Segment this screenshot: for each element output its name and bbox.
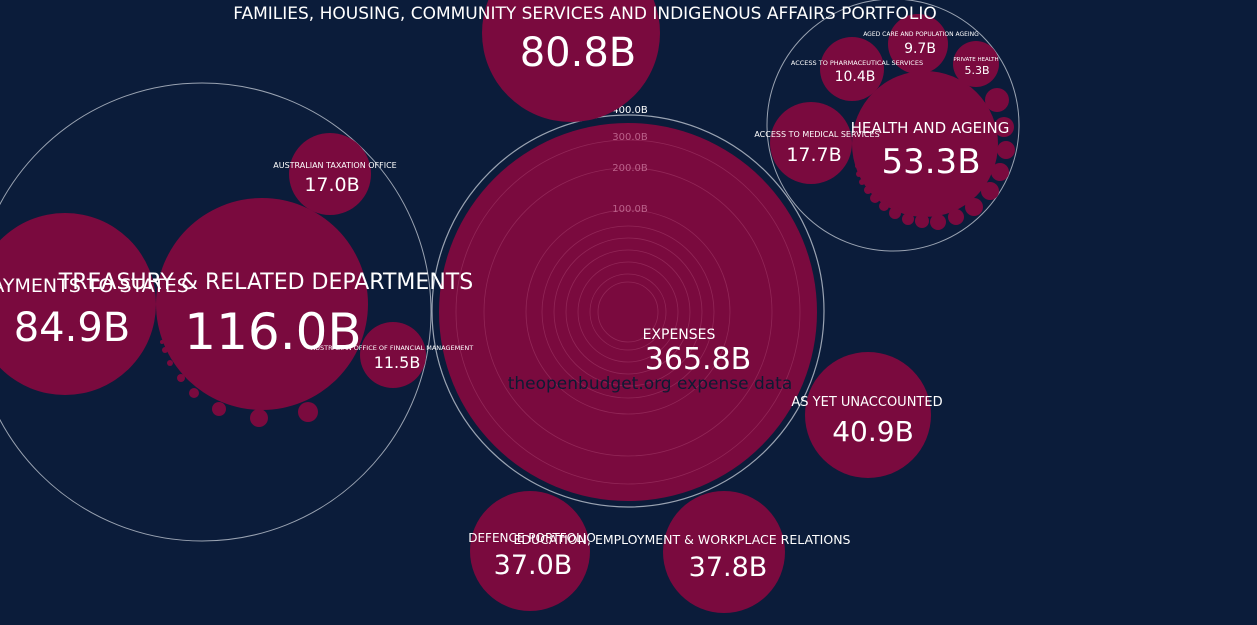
private-health-bubble[interactable] <box>953 41 999 87</box>
expenses-label: EXPENSES <box>643 327 716 343</box>
scale-ring <box>565 249 691 375</box>
states-bubble[interactable] <box>0 213 156 395</box>
minor-program-dot[interactable] <box>870 193 880 203</box>
minor-program-dot[interactable] <box>162 347 168 353</box>
defence-value: 37.0B <box>494 550 573 581</box>
states-label: PAYMENTS TO STATES <box>0 275 189 297</box>
minor-program-dot[interactable] <box>889 207 901 219</box>
pharma-bubble[interactable] <box>820 37 884 101</box>
health-label: HEALTH AND AGEING <box>851 119 1010 137</box>
defence-bubble[interactable] <box>470 491 590 611</box>
minor-program-dot[interactable] <box>994 117 1014 137</box>
aged-care-bubble[interactable] <box>888 14 948 74</box>
defence-label: DEFENCE PORTFOLIO <box>468 531 596 545</box>
scale-ring <box>589 273 667 351</box>
scale-ring <box>553 237 703 387</box>
health-bubble[interactable] <box>852 71 998 217</box>
minor-program-dot[interactable] <box>930 214 946 230</box>
minor-program-dot[interactable] <box>177 374 185 382</box>
treasury-value: 116.0B <box>184 303 361 361</box>
medical-bubble[interactable] <box>770 102 852 184</box>
minor-program-dot[interactable] <box>997 141 1015 159</box>
pharma-value: 10.4B <box>835 69 876 85</box>
minor-program-dot[interactable] <box>991 163 1009 181</box>
minor-program-dot[interactable] <box>298 402 318 422</box>
tax-office-bubble[interactable] <box>289 133 371 215</box>
treasury-label: TREASURY & RELATED DEPARTMENTS <box>58 270 473 295</box>
unaccounted-bubble[interactable] <box>805 352 931 478</box>
families-label: FAMILIES, HOUSING, COMMUNITY SERVICES AN… <box>233 4 936 24</box>
health-value: 53.3B <box>881 142 980 182</box>
aged-care-label: AGED CARE AND POPULATION AGEING <box>863 31 979 38</box>
minor-program-dot[interactable] <box>965 198 983 216</box>
tax-office-value: 17.0B <box>304 174 359 196</box>
families-bubble[interactable] <box>482 0 660 122</box>
expenses-bubble[interactable] <box>439 123 817 501</box>
education-label: EDUCATION, EMPLOYMENT & WORKPLACE RELATI… <box>514 532 851 547</box>
minor-program-dot[interactable] <box>879 201 889 211</box>
scale-ring <box>597 281 659 343</box>
expenses-value: 365.8B <box>645 342 751 377</box>
minor-program-dot[interactable] <box>212 402 226 416</box>
states-value: 84.9B <box>14 305 131 351</box>
tax-office-label: AUSTRALIAN TAXATION OFFICE <box>273 161 396 170</box>
scale-ring <box>483 167 773 457</box>
families-value: 80.8B <box>520 30 637 76</box>
unaccounted-label: AS YET UNACCOUNTED <box>791 395 942 410</box>
treasury-group-ring <box>0 82 432 542</box>
financial-mgmt-label: AUSTRALIAN OFFICE OF FINANCIAL MANAGEMEN… <box>311 344 473 352</box>
scale-ring <box>577 261 679 363</box>
minor-program-dot[interactable] <box>985 88 1009 112</box>
minor-program-dot[interactable] <box>189 388 199 398</box>
financial-mgmt-value: 11.5B <box>374 353 421 372</box>
minor-program-dot[interactable] <box>167 360 173 366</box>
scale-ring <box>541 225 715 399</box>
scale-ring <box>525 209 731 415</box>
minor-program-dot[interactable] <box>864 186 872 194</box>
private-health-label: PRIVATE HEALTH <box>953 57 998 63</box>
minor-program-dot[interactable] <box>160 340 164 344</box>
unaccounted-value: 40.9B <box>832 415 914 448</box>
scale-tick-label: 100.0B <box>612 204 648 215</box>
scale-tick-label: 200.0B <box>612 163 648 174</box>
education-bubble[interactable] <box>663 491 785 613</box>
private-health-value: 5.3B <box>964 64 989 77</box>
medical-value: 17.7B <box>786 144 841 166</box>
minor-program-dot[interactable] <box>948 209 964 225</box>
watermark-text: theopenbudget.org expense data <box>508 374 793 394</box>
minor-program-dot[interactable] <box>250 409 268 427</box>
education-value: 37.8B <box>689 552 768 583</box>
scale-tick-label: 300.0B <box>612 132 648 143</box>
expenses-outer-ring <box>431 114 825 508</box>
minor-program-dot[interactable] <box>859 179 865 185</box>
minor-program-dot[interactable] <box>915 214 929 228</box>
scale-tick-label: 400.0B <box>612 105 648 116</box>
medical-label: ACCESS TO MEDICAL SERVICES <box>754 130 879 139</box>
treasury-bubble[interactable] <box>156 198 368 410</box>
minor-program-dot[interactable] <box>855 164 859 168</box>
minor-program-dot[interactable] <box>902 213 914 225</box>
minor-program-dot[interactable] <box>981 182 999 200</box>
minor-program-dot[interactable] <box>856 171 862 177</box>
aged-care-value: 9.7B <box>904 41 936 57</box>
scale-ring <box>455 139 801 485</box>
financial-mgmt-bubble[interactable] <box>360 322 426 388</box>
pharma-label: ACCESS TO PHARMACEUTICAL SERVICES <box>791 59 923 67</box>
health-group-ring <box>766 0 1020 252</box>
